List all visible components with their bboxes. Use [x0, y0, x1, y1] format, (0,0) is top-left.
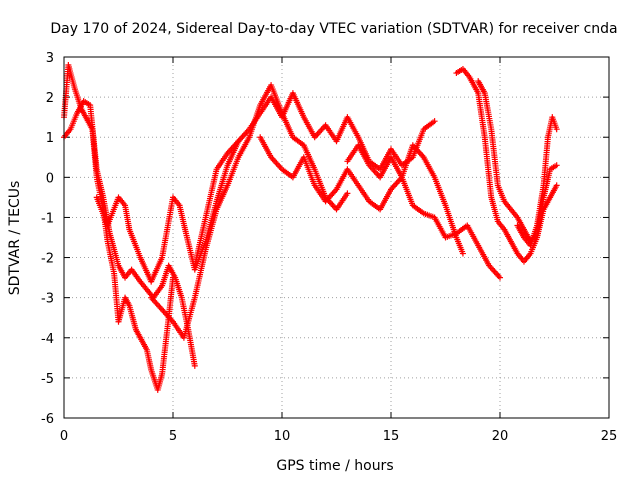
series-sat-6 [257, 134, 503, 281]
chart-title: Day 170 of 2024, Sidereal Day-to-day VTE… [50, 21, 617, 37]
x-tick-label: 20 [492, 429, 509, 444]
x-tick-label: 0 [60, 429, 68, 444]
y-tick-label: 2 [46, 91, 54, 106]
x-tick-label: 25 [601, 429, 618, 444]
plot-frame [63, 56, 610, 419]
series-sat-7 [344, 142, 466, 257]
series-sat-10 [514, 114, 560, 249]
data-point [497, 274, 503, 281]
y-tick-label: -5 [41, 372, 54, 387]
y-tick-label: -4 [41, 332, 54, 347]
data-point [191, 362, 198, 369]
y-tick-label: 0 [46, 171, 54, 186]
data-point [344, 190, 351, 197]
y-tick-label: -2 [41, 252, 54, 267]
x-tick-label: 15 [383, 429, 400, 444]
y-tick-label: 1 [46, 131, 54, 146]
x-tick-label: 5 [169, 429, 177, 444]
y-axis-label: SDTVAR / TECUs [7, 181, 23, 296]
data-point [431, 118, 438, 125]
data-point [459, 250, 466, 257]
series-sat-4 [148, 82, 351, 341]
data-point [553, 182, 560, 189]
x-axis-label: GPS time / hours [276, 458, 393, 474]
data-point [553, 126, 560, 133]
y-tick-label: -6 [41, 412, 54, 427]
y-tick-label: -1 [41, 211, 54, 226]
series-sat-3 [93, 138, 242, 285]
series-sat-5 [191, 90, 438, 269]
data-marks [61, 62, 560, 393]
y-tick-label: -3 [41, 292, 54, 307]
data-point [553, 162, 560, 169]
y-tick-label: 3 [46, 51, 54, 66]
x-tick-label: 10 [274, 429, 291, 444]
